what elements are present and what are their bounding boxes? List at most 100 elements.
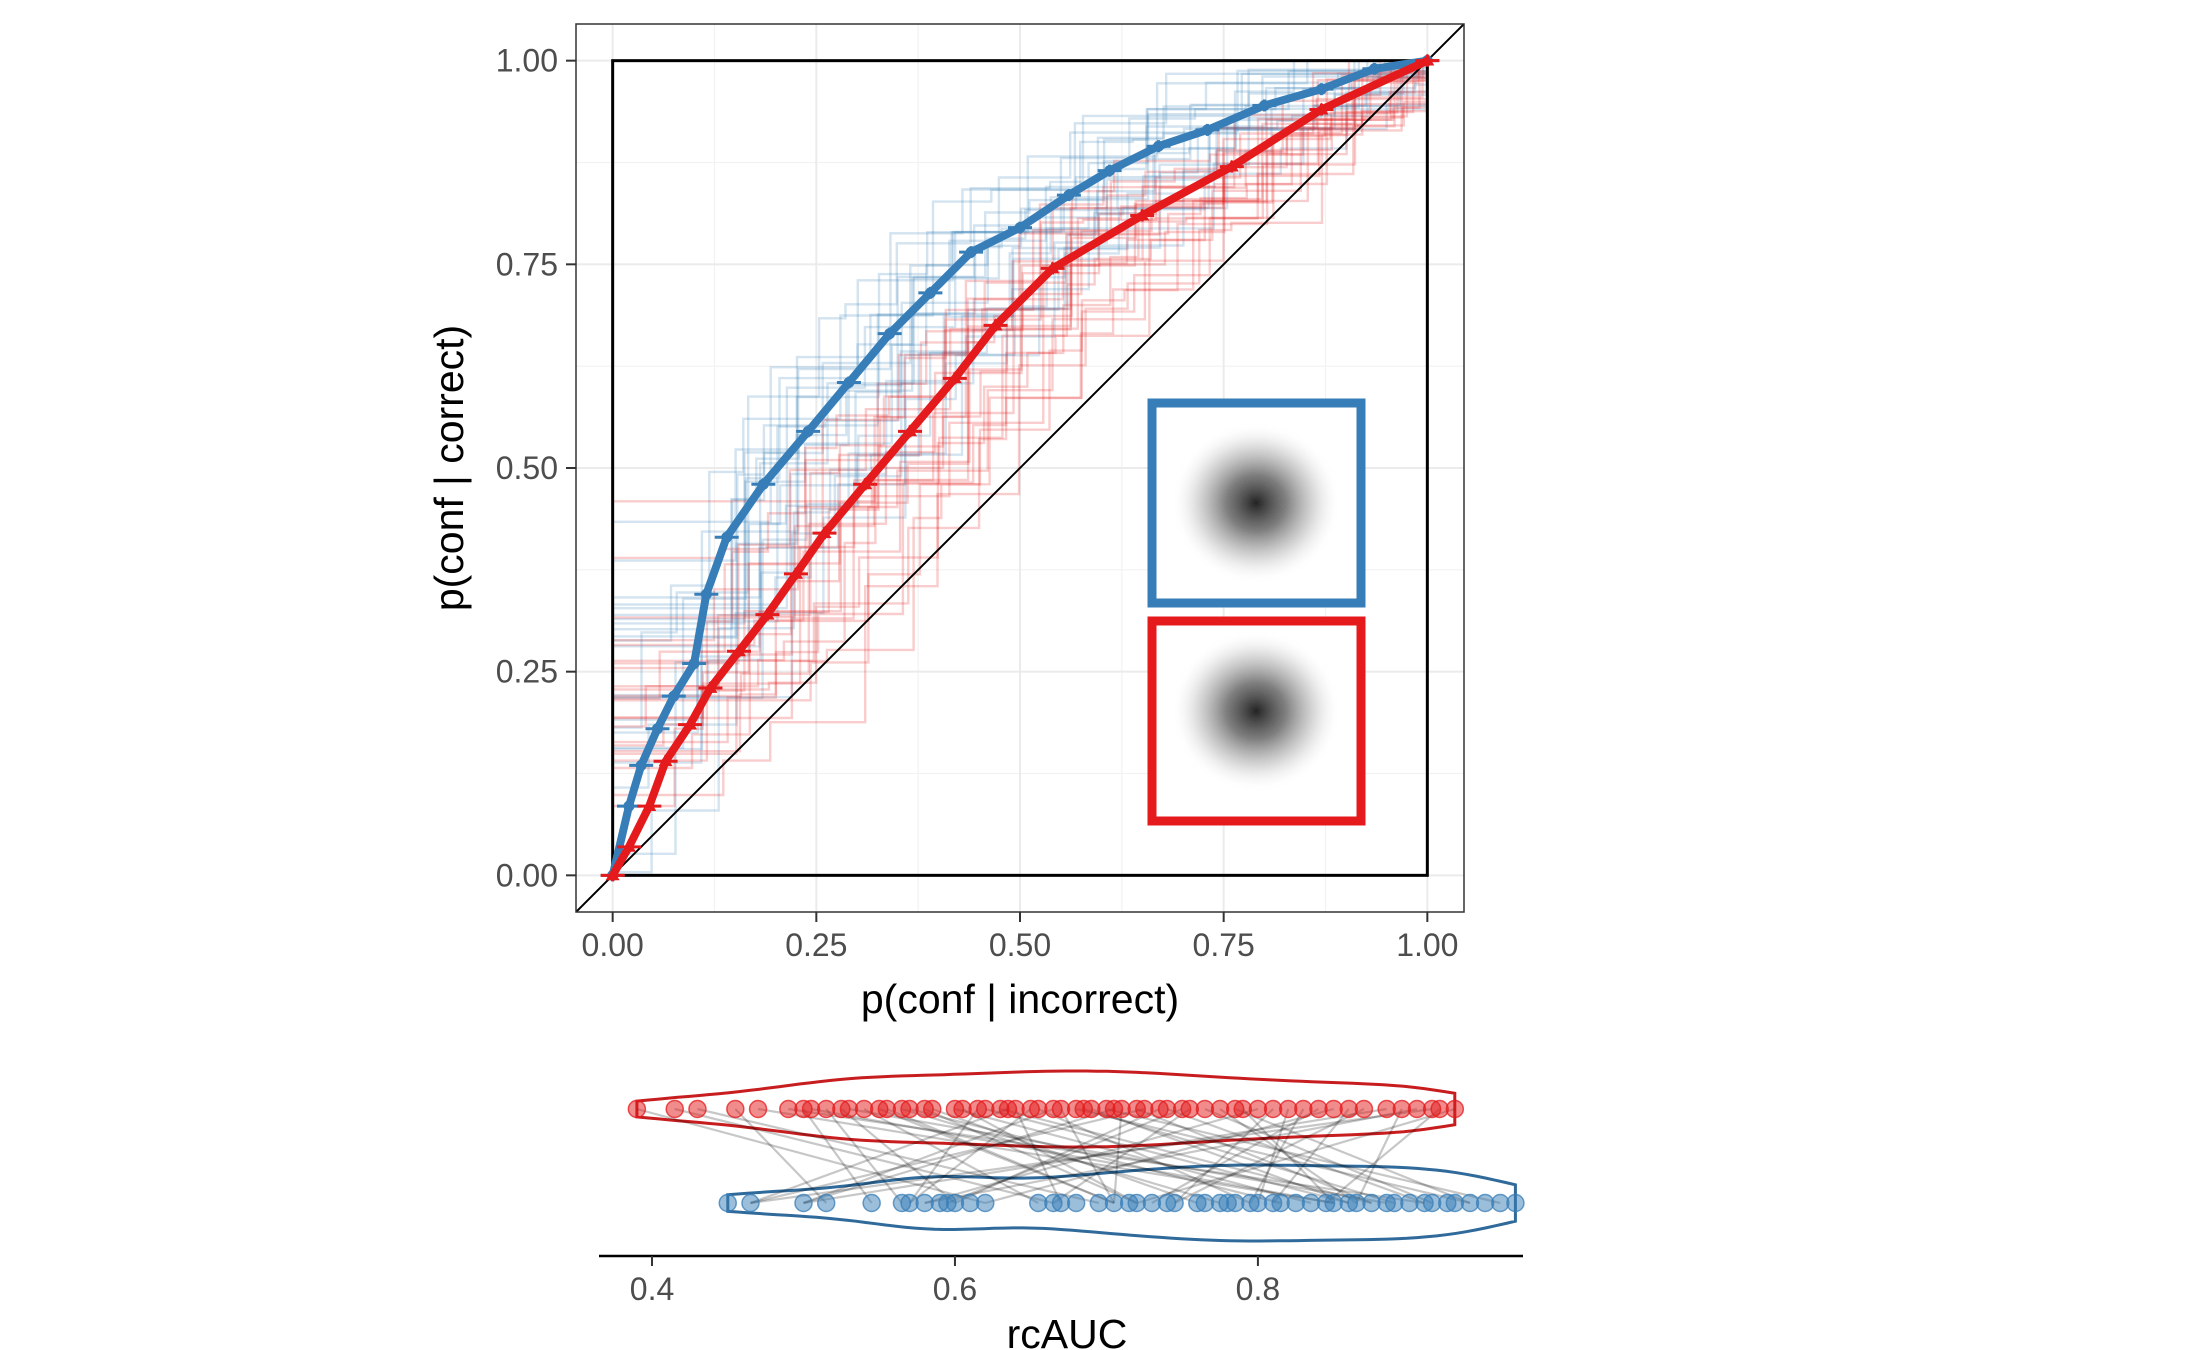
data-point — [1152, 140, 1164, 152]
paired-line — [810, 1107, 1334, 1205]
participant-roc-line — [612, 60, 1429, 642]
paired-line — [734, 1108, 828, 1204]
participant-roc-line — [612, 59, 1428, 523]
paired-line — [840, 1108, 956, 1204]
data-point — [688, 658, 700, 670]
violin-outline — [726, 1163, 1517, 1243]
data-point — [976, 1193, 995, 1213]
paired-line — [1272, 1108, 1350, 1204]
paired-line — [1136, 1107, 1372, 1205]
paired-line — [984, 1107, 1334, 1205]
participant-roc-line — [612, 60, 1429, 700]
data-point — [621, 839, 636, 852]
paired-line — [636, 1107, 986, 1205]
x-tick-label: 0.8 — [1236, 1271, 1280, 1307]
participant-roc-line — [612, 60, 1429, 720]
x-tick-label: 0.50 — [989, 927, 1051, 963]
participant-roc-line — [612, 59, 1428, 744]
paired-line — [924, 1107, 1418, 1205]
data-point — [862, 1193, 881, 1213]
stimulus-inset-blue — [1147, 398, 1366, 608]
roc-data-layer — [576, 24, 1464, 912]
data-point — [903, 424, 918, 437]
data-point — [788, 566, 803, 579]
paired-line — [931, 1107, 1198, 1205]
paired-line — [788, 1107, 1425, 1205]
paired-line — [848, 1107, 1387, 1205]
data-point — [1368, 63, 1380, 75]
x-tick-label: 0.25 — [785, 927, 847, 963]
data-point — [700, 588, 712, 600]
x-tick-label: 0.6 — [933, 1271, 977, 1307]
participant-roc-line — [612, 59, 1428, 729]
paired-line — [1052, 1108, 1191, 1204]
data-point — [924, 287, 936, 299]
paired-line — [909, 1107, 1281, 1205]
data-point — [627, 1099, 647, 1119]
data-point — [1445, 1099, 1465, 1119]
data-point — [683, 717, 698, 730]
participant-roc-line — [612, 60, 1429, 503]
paired-line — [1037, 1107, 1251, 1205]
paired-line — [1075, 1107, 1471, 1205]
rcauc-chart-panel: 0.4 0.6 0.8 rcAUC — [599, 1069, 1525, 1350]
data-point — [658, 754, 673, 767]
participant-roc-line — [612, 60, 1429, 562]
paired-line — [750, 1107, 1145, 1205]
paired-line — [863, 1108, 1039, 1204]
diagonal-reference-line — [576, 24, 1464, 912]
paired-line — [946, 1107, 1183, 1205]
data-point — [760, 607, 775, 620]
violin-layer — [635, 1069, 1517, 1243]
y-axis-title: p(conf | correct) — [426, 325, 472, 611]
paired-lines-layer — [636, 1107, 1501, 1205]
paired-line — [803, 1107, 1387, 1205]
paired-line — [954, 1108, 1160, 1204]
participant-roc-line — [612, 59, 1428, 721]
data-point — [721, 531, 733, 543]
data-point — [1201, 124, 1213, 136]
y-tick-label: 1.00 — [496, 43, 558, 79]
axis-ticks: 0.4 0.6 0.8 — [630, 1256, 1280, 1307]
participant-roc-line — [612, 59, 1428, 755]
data-point — [642, 799, 657, 811]
paired-line — [878, 1107, 1115, 1205]
participant-roc-line — [612, 60, 1429, 638]
y-tick-label: 0.75 — [496, 246, 558, 282]
data-point — [802, 425, 814, 437]
paired-line — [1219, 1108, 1358, 1204]
paired-line — [1256, 1108, 1290, 1204]
paired-line — [954, 1107, 1312, 1205]
paired-line — [697, 1107, 1100, 1205]
axis-ticks: 0.00 0.25 0.50 0.75 1.00 0.00 0.25 0.50 0.75 1.00 — [496, 43, 1459, 963]
participant-roc-line — [612, 60, 1429, 619]
x-tick-label: 0.4 — [630, 1271, 674, 1307]
violin-outline — [635, 1069, 1457, 1149]
data-point — [947, 371, 962, 384]
data-point — [884, 328, 896, 340]
data-point — [1315, 83, 1327, 95]
data-point — [1258, 99, 1270, 111]
data-point — [703, 680, 718, 693]
data-point — [794, 1193, 813, 1213]
x-tick-label: 0.00 — [582, 927, 644, 963]
data-point — [757, 478, 769, 490]
data-point — [816, 1193, 836, 1213]
paired-line — [1166, 1107, 1425, 1205]
paired-line — [924, 1107, 1138, 1205]
stimulus-inset-red — [1147, 616, 1366, 826]
paired-line — [803, 1107, 1115, 1205]
data-point — [965, 246, 977, 258]
paired-line — [825, 1108, 903, 1204]
paired-line — [1083, 1107, 1395, 1205]
data-point — [843, 376, 855, 388]
data-point — [665, 1099, 684, 1119]
paired-line — [1325, 1108, 1441, 1204]
data-point — [651, 723, 663, 735]
paired-line — [1174, 1108, 1365, 1204]
participant-roc-line — [612, 60, 1429, 662]
data-point — [623, 800, 635, 812]
paired-line — [908, 1108, 1032, 1204]
data-point — [748, 1099, 768, 1119]
